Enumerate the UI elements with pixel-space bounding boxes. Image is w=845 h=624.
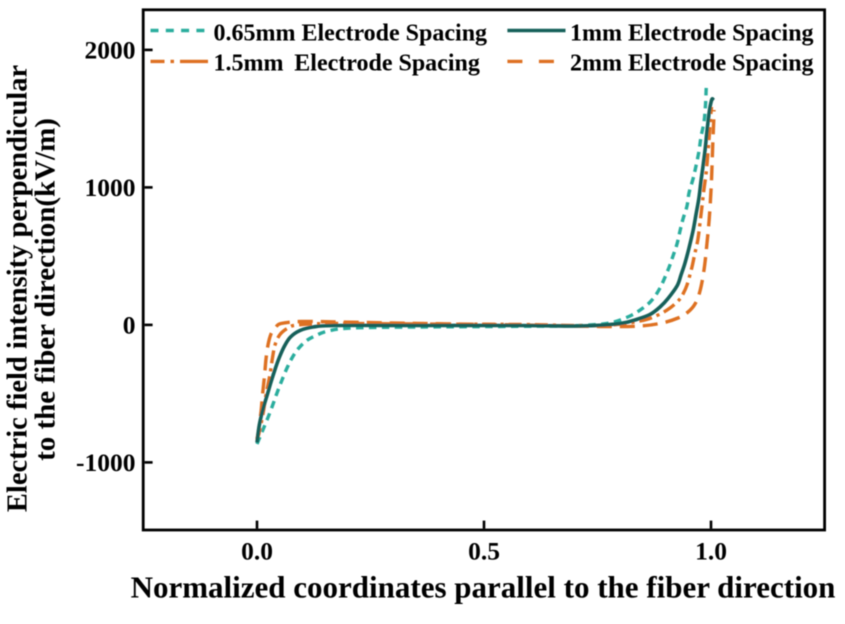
svg-text:2mm Electrode Spacing: 2mm Electrode Spacing	[570, 50, 814, 76]
svg-text:0.65mm Electrode Spacing: 0.65mm Electrode Spacing	[214, 21, 488, 47]
svg-text:0.0: 0.0	[241, 537, 273, 566]
svg-text:Normalized coordinates paralle: Normalized coordinates parallel to the f…	[131, 570, 836, 605]
svg-text:0.5: 0.5	[468, 537, 500, 566]
svg-text:1000: 1000	[85, 173, 136, 202]
svg-text:Electric field intensity perpe: Electric field intensity perpendicular	[3, 65, 34, 513]
svg-text:to the fiber direction(kV/m): to the fiber direction(kV/m)	[30, 118, 62, 461]
svg-text:-1000: -1000	[76, 448, 136, 477]
svg-text:2000: 2000	[85, 35, 136, 64]
svg-text:0: 0	[123, 310, 136, 339]
svg-text:1.5mm Electrode Spacing: 1.5mm Electrode Spacing	[214, 50, 480, 76]
svg-text:1.0: 1.0	[695, 537, 727, 566]
svg-text:1mm Electrode Spacing: 1mm Electrode Spacing	[570, 21, 814, 47]
